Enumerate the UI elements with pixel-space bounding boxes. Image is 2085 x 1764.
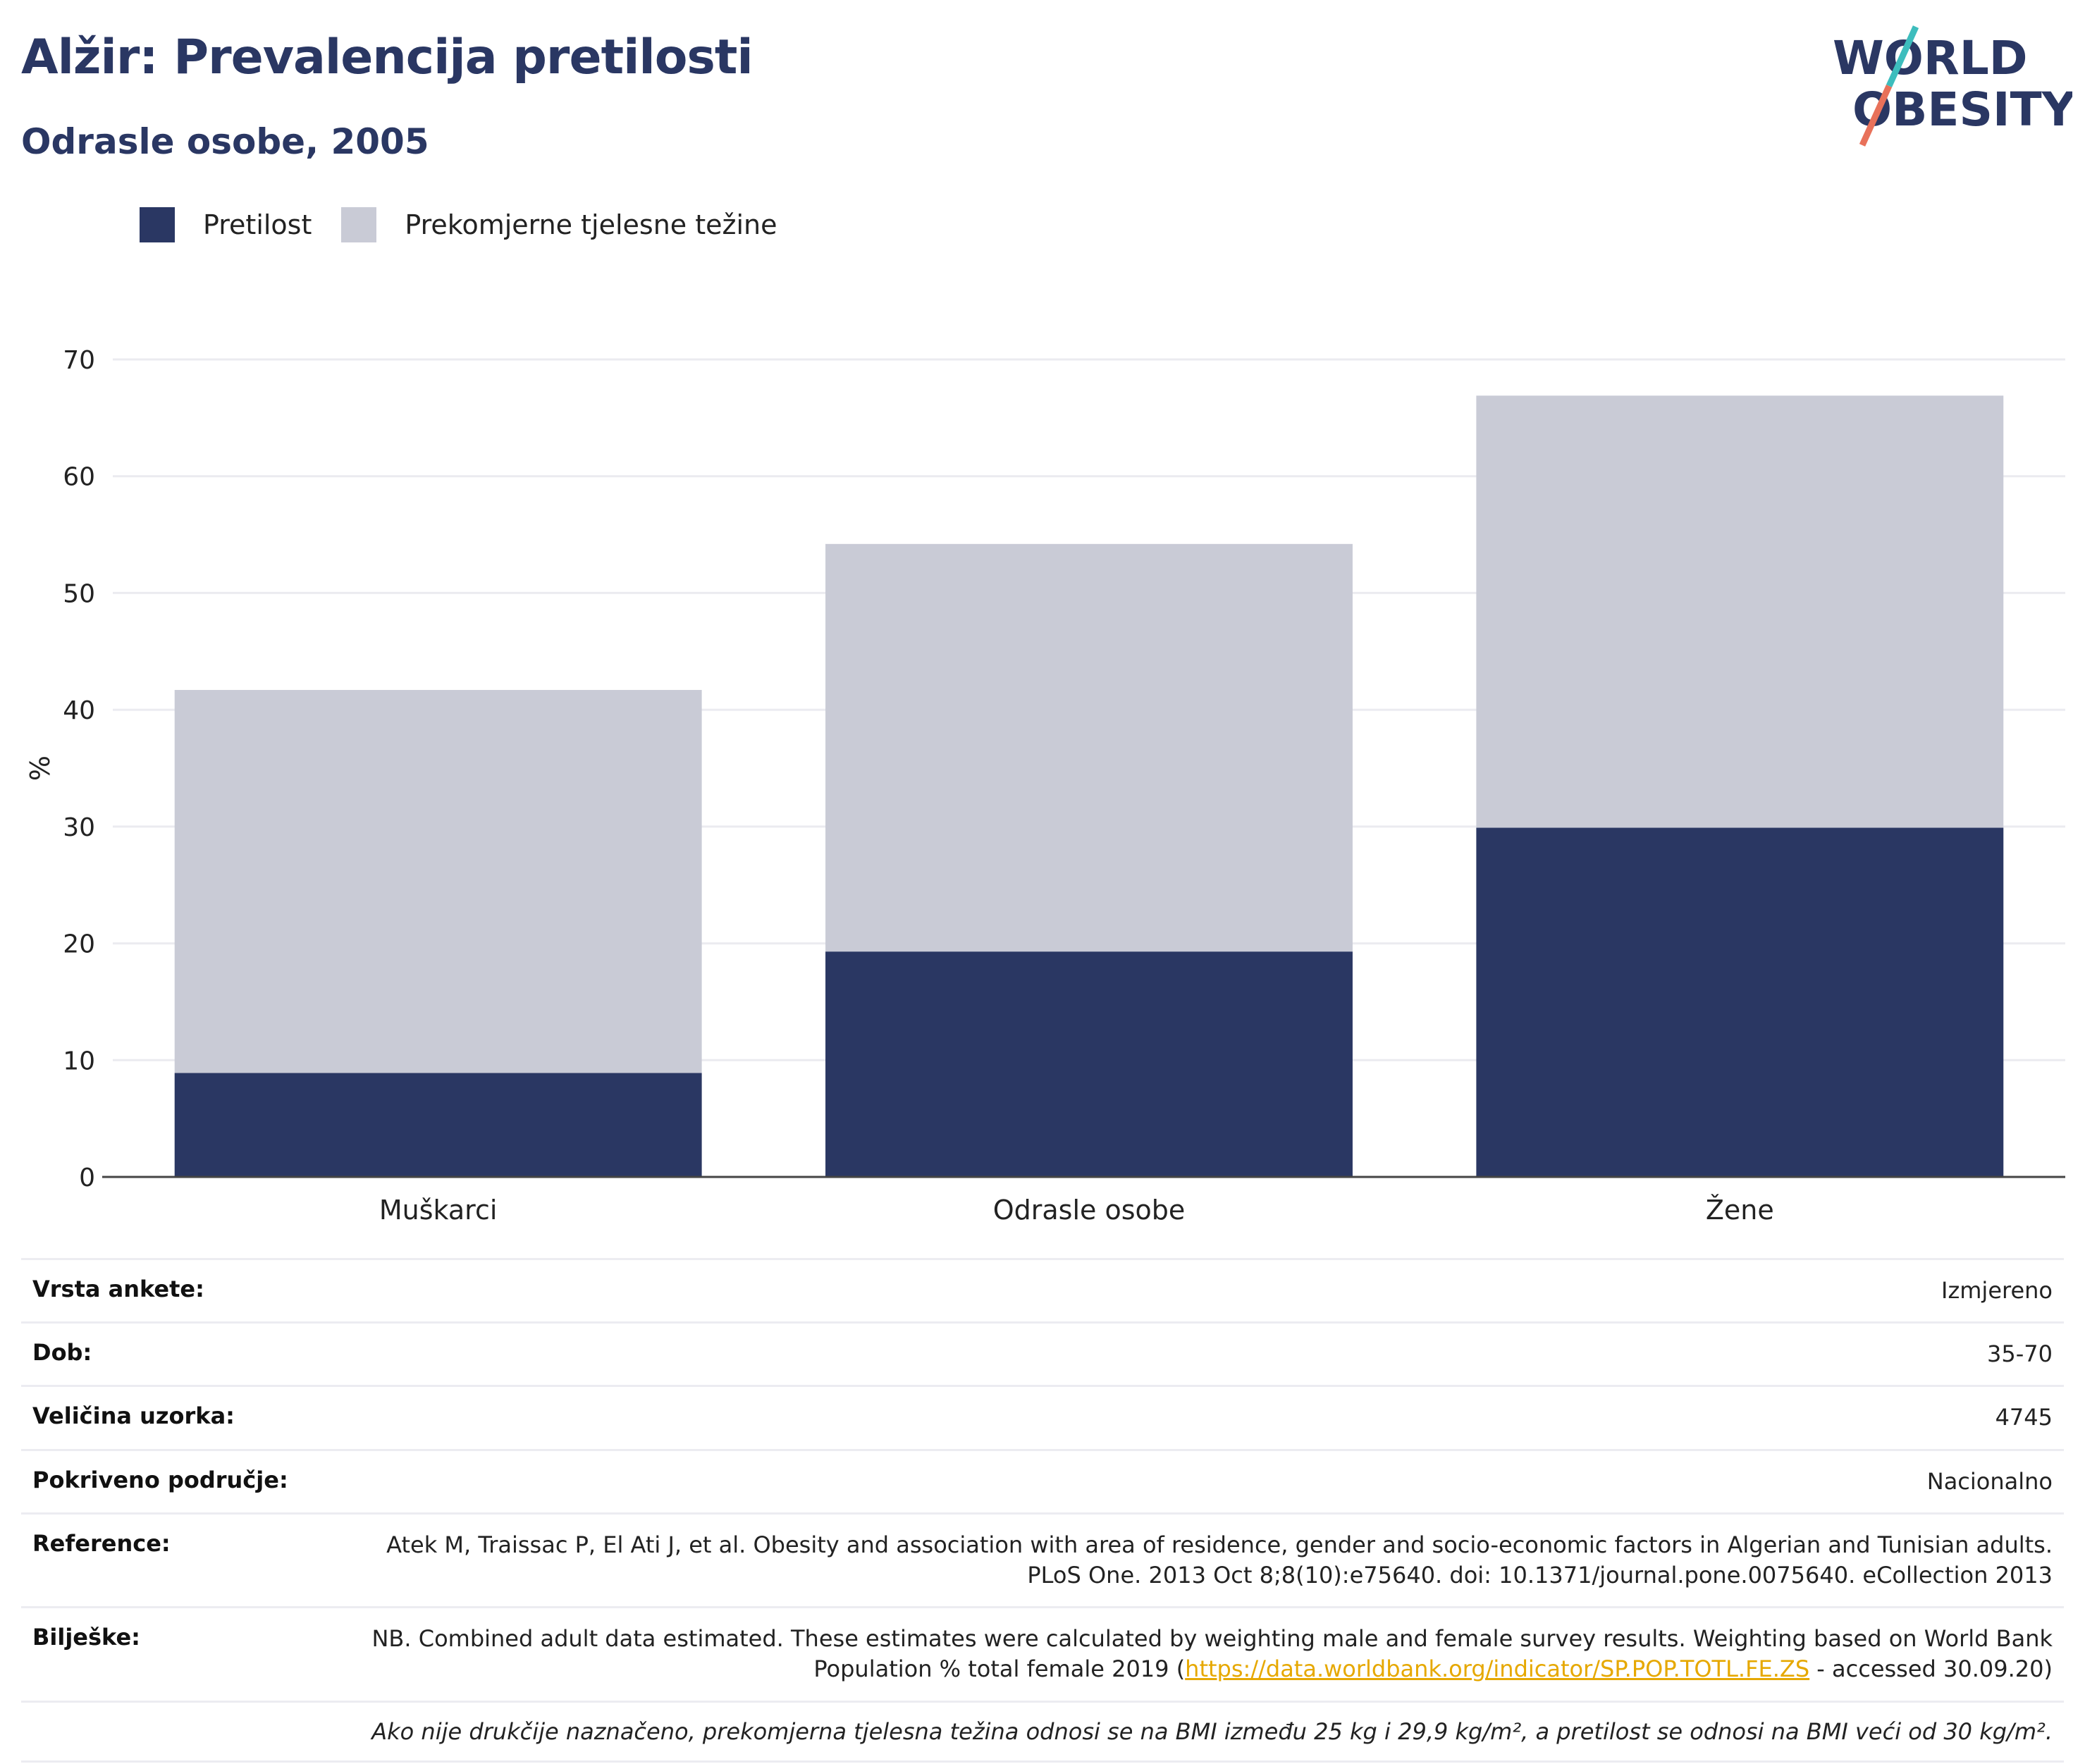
bmi-footnote: Ako nije drukčije naznačeno, prekomjerna…	[21, 1703, 2064, 1763]
meta-key: Pokriveno područje:	[32, 1466, 288, 1493]
legend-item-obesity[interactable]: Pretilost	[140, 207, 312, 242]
meta-row-reference: Reference: Atek M, Traissac P, El Ati J,…	[21, 1515, 2064, 1609]
y-tick-label: 0	[79, 1164, 95, 1192]
meta-row-coverage: Pokriveno područje: Nacionalno	[21, 1451, 2064, 1515]
bar-overweight	[174, 689, 702, 1073]
bar-obesity	[825, 951, 1353, 1177]
x-tick-label: Odrasle osobe	[993, 1195, 1186, 1226]
bar-overweight	[1476, 395, 2004, 828]
x-tick-label: Žene	[1706, 1195, 1774, 1226]
meta-key: Bilješke:	[32, 1624, 140, 1651]
y-tick-label: 70	[63, 346, 95, 375]
y-tick-label: 60	[63, 463, 95, 492]
meta-row-age: Dob: 35-70	[21, 1324, 2064, 1388]
logo-slash-coral	[1859, 85, 1893, 147]
survey-metadata-table: Vrsta ankete: Izmjereno Dob: 35-70 Velič…	[21, 1258, 2064, 1763]
y-tick-label: 10	[63, 1047, 95, 1075]
meta-key: Vrsta ankete:	[32, 1276, 204, 1302]
legend-label-overweight: Prekomjerne tjelesne težine	[405, 209, 777, 240]
y-axis-label: %	[25, 755, 56, 781]
meta-row-sample-size: Veličina uzorka: 4745	[21, 1387, 2064, 1451]
chart-subtitle: Odrasle osobe, 2005	[21, 121, 429, 162]
y-tick-label: 30	[63, 813, 95, 842]
meta-key: Veličina uzorka:	[32, 1402, 235, 1430]
x-tick-label: Muškarci	[379, 1195, 498, 1226]
notes-text-before: NB. Combined adult data estimated. These…	[371, 1625, 2053, 1683]
worldbank-link[interactable]: https://data.worldbank.org/indicator/SP.…	[1185, 1655, 1810, 1683]
notes-text-after: - accessed 30.09.20)	[1809, 1655, 2053, 1683]
meta-key: Dob:	[32, 1339, 92, 1367]
logo-slash-teal	[1886, 25, 1919, 87]
y-tick-label: 40	[63, 696, 95, 725]
world-obesity-logo: WORLD OBESITY	[1833, 25, 2072, 147]
stacked-bar-chart: 0 10 20 30 40 50 60 70% Muškarci Odrasle osobe Žen…	[25, 346, 2065, 1226]
meta-value: 35-70	[1987, 1340, 2053, 1368]
y-tick-label: 20	[63, 930, 95, 959]
chart-legend: Pretilost Prekomjerne tjelesne težine	[140, 207, 807, 242]
chart-title: Alžir: Prevalencija pretilosti	[21, 30, 754, 85]
meta-row-survey-type: Vrsta ankete: Izmjereno	[21, 1258, 2064, 1324]
logo-line1: WORLD	[1833, 31, 2028, 85]
bar-obesity	[1476, 827, 2004, 1177]
bar-overweight	[825, 543, 1353, 952]
legend-swatch-obesity	[140, 207, 175, 242]
legend-label-obesity: Pretilost	[203, 209, 312, 240]
meta-row-notes: Bilješke: NB. Combined adult data estima…	[21, 1608, 2064, 1703]
meta-value-notes: NB. Combined adult data estimated. These…	[361, 1624, 2053, 1684]
meta-value: 4745	[1995, 1404, 2053, 1431]
y-tick-label: 50	[63, 579, 95, 608]
legend-swatch-overweight	[341, 207, 377, 242]
meta-key: Reference:	[32, 1529, 171, 1557]
meta-value: Nacionalno	[1926, 1467, 2053, 1495]
legend-item-overweight[interactable]: Prekomjerne tjelesne težine	[341, 207, 777, 242]
meta-value: Izmjereno	[1941, 1277, 2053, 1304]
bar-obesity	[174, 1073, 702, 1177]
meta-value: Atek M, Traissac P, El Ati J, et al. Obe…	[386, 1531, 2053, 1589]
